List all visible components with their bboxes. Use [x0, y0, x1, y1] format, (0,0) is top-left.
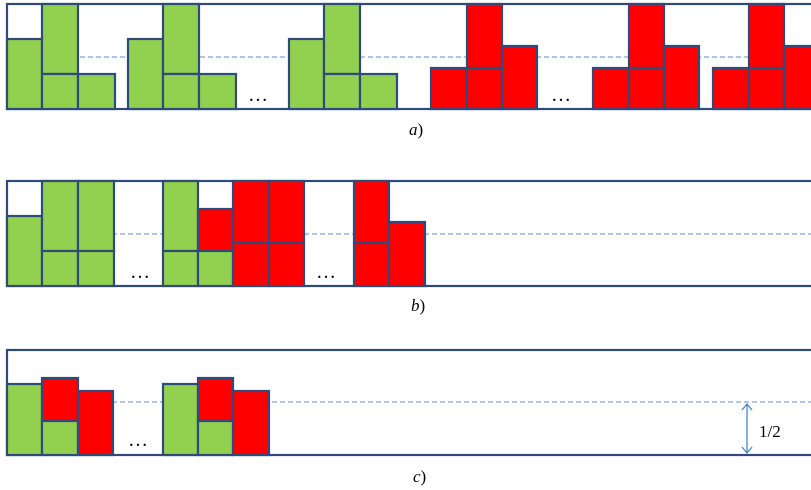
panel-b-blocks — [5, 179, 427, 288]
panel-b-caption-letter: b — [411, 296, 420, 315]
red-block — [76, 389, 115, 457]
green-block — [76, 249, 116, 288]
green-block — [196, 419, 235, 457]
red-block — [429, 66, 469, 111]
red-block — [782, 44, 811, 111]
green-block — [161, 382, 200, 457]
green-block — [40, 179, 80, 253]
panel-c-caption-letter: c — [413, 467, 421, 486]
green-block — [40, 419, 80, 457]
green-block — [5, 382, 44, 457]
half-height-arrow-top — [741, 402, 753, 411]
panel-a-caption-letter: a — [409, 120, 418, 139]
red-block — [747, 66, 786, 111]
green-block — [322, 2, 362, 76]
green-block — [5, 37, 44, 111]
green-block — [161, 179, 200, 253]
green-block — [161, 249, 200, 288]
panel-c: … 1/2 c) — [5, 348, 811, 486]
green-block — [76, 179, 116, 253]
panel-a-caption-paren: ) — [418, 120, 424, 139]
red-block — [231, 389, 271, 457]
green-block — [5, 214, 44, 288]
green-block — [40, 249, 80, 288]
red-block — [352, 179, 391, 245]
panel-a-ellipsis-2: … — [551, 84, 571, 106]
panel-a-ellipsis-1: … — [248, 84, 268, 106]
panel-b-ellipsis-1: … — [130, 261, 150, 283]
red-block — [40, 376, 80, 423]
green-block — [161, 72, 201, 111]
green-block — [196, 249, 235, 288]
panel-a-caption: a) — [409, 120, 423, 139]
red-block — [465, 2, 504, 70]
green-block — [197, 72, 238, 111]
panel-b-caption: b) — [411, 296, 425, 315]
green-block — [126, 37, 165, 111]
red-block — [196, 207, 235, 253]
red-block — [662, 44, 701, 111]
red-block — [465, 66, 504, 111]
red-block — [627, 2, 666, 70]
red-block — [500, 44, 539, 111]
panel-c-ellipsis: … — [128, 429, 148, 451]
red-block — [267, 179, 306, 245]
panel-a-blocks — [5, 2, 811, 111]
panel-b-ellipsis-2: … — [316, 261, 336, 283]
panel-c-blocks — [5, 376, 271, 457]
panel-c-caption: c) — [413, 467, 426, 486]
red-block — [387, 220, 427, 288]
red-block — [231, 179, 271, 245]
green-block — [287, 37, 326, 111]
half-height-label: 1/2 — [759, 422, 781, 441]
red-block — [267, 241, 306, 288]
red-block — [352, 241, 391, 288]
red-block — [591, 66, 631, 111]
green-block — [40, 2, 80, 76]
red-block — [231, 241, 271, 288]
green-block — [40, 72, 80, 111]
red-block — [747, 2, 786, 70]
panel-a: … … a) — [5, 2, 811, 139]
green-block — [161, 2, 201, 76]
half-height-arrow-bottom — [741, 446, 753, 455]
red-block — [196, 376, 235, 423]
panel-c-caption-paren: ) — [421, 467, 427, 486]
green-block — [322, 72, 362, 111]
panel-b: … … b) — [5, 179, 811, 315]
red-block — [627, 66, 666, 111]
red-block — [711, 66, 751, 111]
green-block — [358, 72, 399, 111]
panel-b-caption-paren: ) — [420, 296, 426, 315]
green-block — [76, 72, 117, 111]
